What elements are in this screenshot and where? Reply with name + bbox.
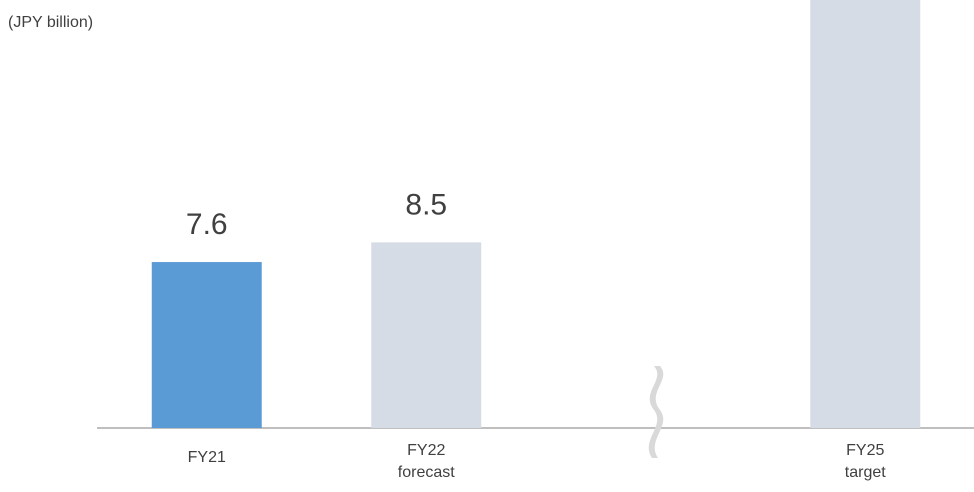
axis-break: [648, 366, 664, 458]
x-tick-line: FY25: [846, 442, 884, 459]
bar: [371, 242, 482, 428]
x-tick-line: target: [845, 464, 886, 481]
x-tick-label: FY25 target: [845, 442, 886, 481]
bar: [810, 0, 921, 428]
x-tick-label: FY21: [188, 449, 226, 466]
value-label: 8.5: [405, 188, 447, 221]
bar: [151, 262, 262, 428]
x-tick-line: FY22: [407, 442, 445, 459]
x-tick-label: FY22 forecast: [398, 442, 455, 481]
x-tick-line: forecast: [398, 464, 455, 481]
value-label: 7.6: [186, 208, 228, 241]
unit-label: (JPY billion): [8, 14, 93, 31]
